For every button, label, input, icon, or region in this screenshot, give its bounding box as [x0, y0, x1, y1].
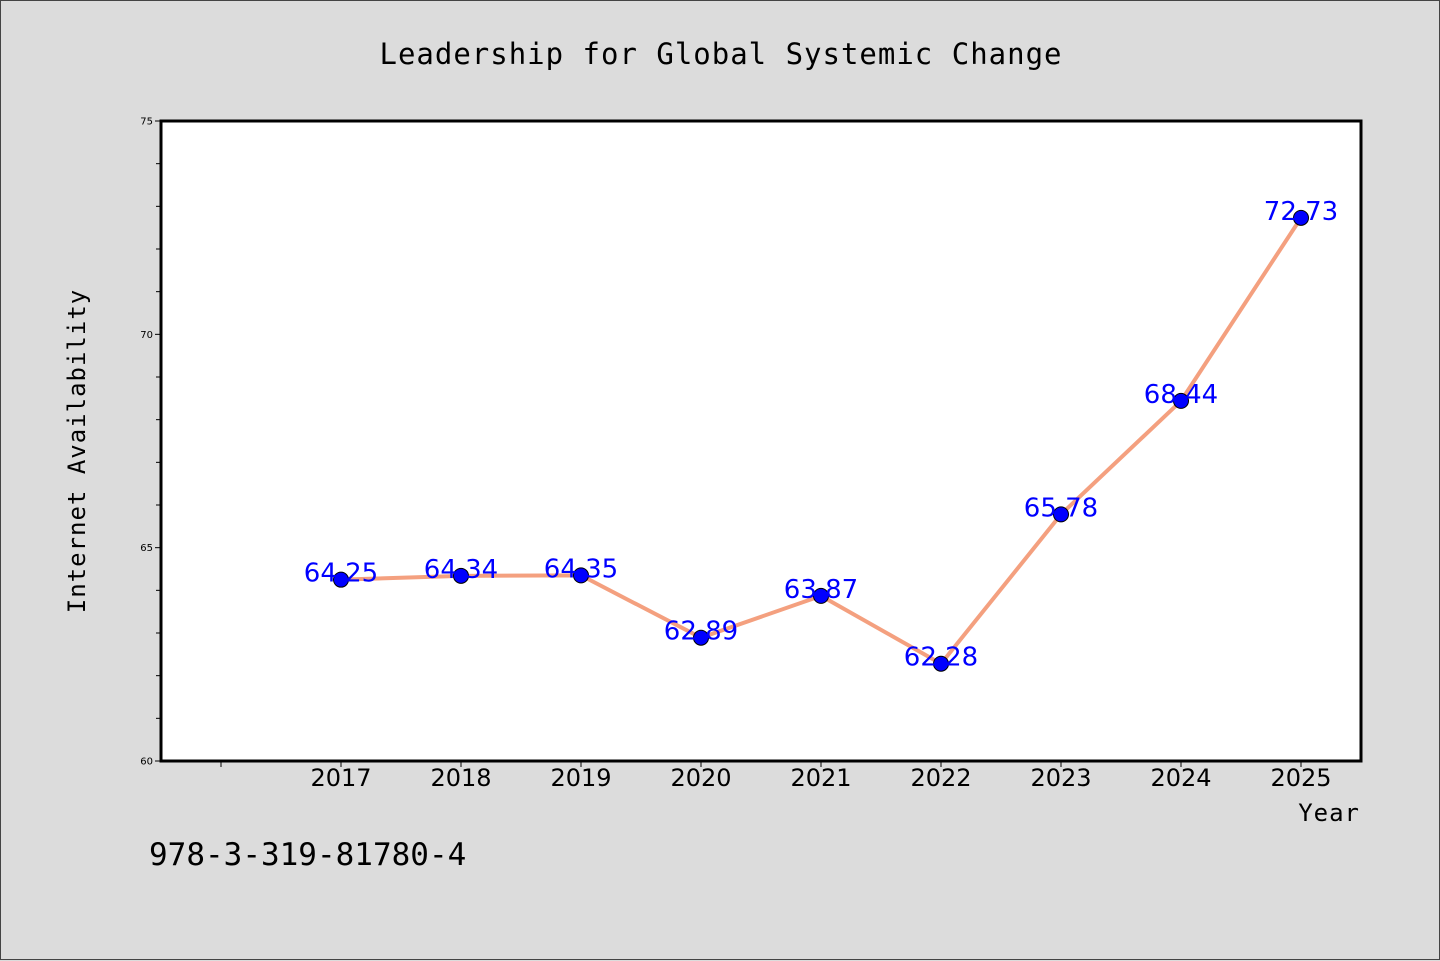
- data-point: [1173, 392, 1189, 409]
- data-label: 64.34: [424, 555, 498, 585]
- x-tick-label: 2019: [550, 764, 611, 792]
- y-tick-label: 75: [140, 117, 153, 128]
- data-point: [333, 571, 349, 588]
- x-tick-label: 2021: [790, 764, 851, 792]
- data-point: [693, 629, 709, 646]
- series-markers: [333, 209, 1309, 672]
- x-axis-label: Year: [1298, 799, 1360, 827]
- x-axis-ticks: 2017 2018 2019 2020 2021 2022 2023 2024 2025: [220, 761, 1332, 792]
- data-labels: 64.25 64.34 64.35 62.89 63.87 62.28 65.78 68.44…: [304, 197, 1338, 673]
- y-axis-ticks: 60 65 70 75: [140, 117, 161, 768]
- data-point: [1053, 506, 1069, 523]
- data-label: 68.44: [1144, 380, 1218, 410]
- data-point: [1293, 209, 1309, 226]
- data-point: [453, 567, 469, 584]
- x-tick-label: 2025: [1270, 764, 1331, 792]
- y-tick-label: 60: [140, 757, 153, 768]
- data-label: 72.73: [1264, 197, 1338, 227]
- x-tick-label: 2022: [910, 764, 971, 792]
- isbn-text: 978-3-319-81780-4: [149, 837, 466, 873]
- y-minor-ticks: [156, 163, 161, 719]
- x-tick-label: 2020: [670, 764, 731, 792]
- y-tick-label: 70: [140, 330, 153, 341]
- data-label: 64.35: [544, 554, 618, 584]
- data-label: 64.25: [304, 559, 378, 589]
- x-tick-label: 2018: [430, 764, 491, 792]
- data-point: [573, 567, 589, 584]
- y-axis-label: Internet Availability: [63, 289, 91, 613]
- x-tick-label: 2023: [1030, 764, 1091, 792]
- data-label: 63.87: [784, 575, 858, 605]
- chart-title: Leadership for Global Systemic Change: [379, 37, 1062, 71]
- x-tick-label: 2017: [310, 764, 371, 792]
- x-tick-label: 2024: [1150, 764, 1211, 792]
- data-label: 62.89: [664, 617, 738, 647]
- plot-area: [159, 119, 1363, 763]
- data-point: [933, 655, 949, 672]
- data-label: 62.28: [904, 643, 978, 673]
- data-point: [813, 587, 829, 604]
- data-label: 65.78: [1024, 493, 1098, 523]
- y-tick-label: 65: [140, 543, 153, 554]
